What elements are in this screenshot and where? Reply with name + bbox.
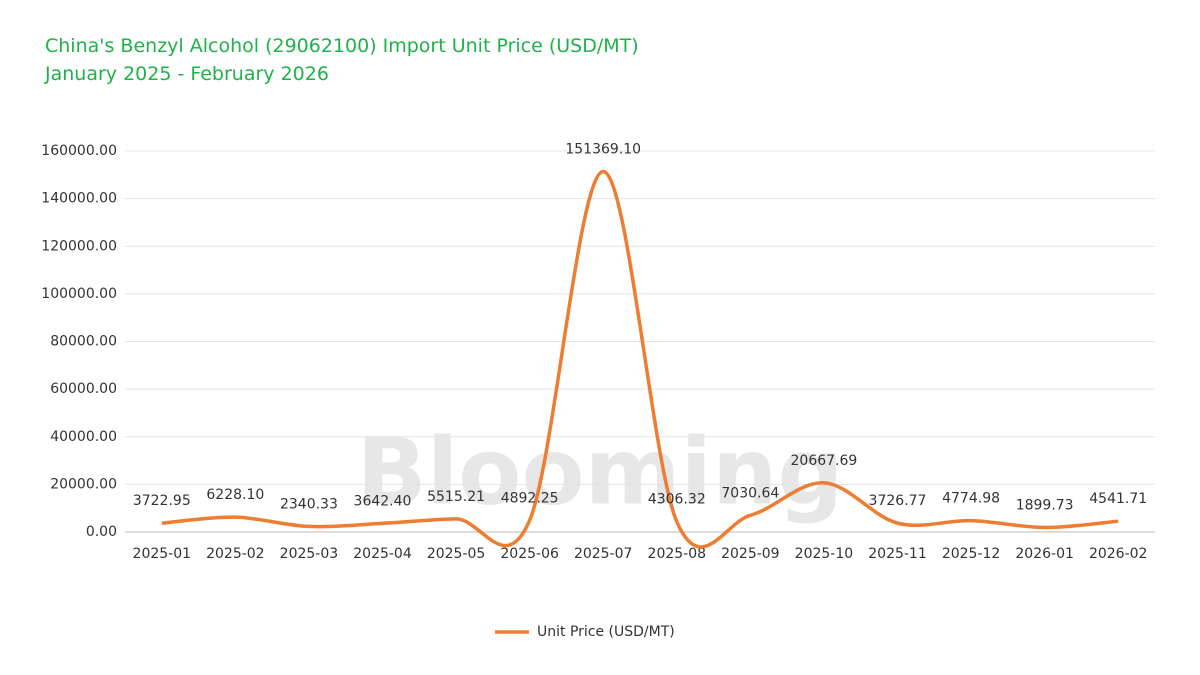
x-tick-label: 2026-01 <box>1015 546 1074 562</box>
y-tick-label: 120000.00 <box>41 238 117 254</box>
y-tick-label: 0.00 <box>86 524 117 540</box>
line <box>161 169 1119 549</box>
data-label: 1899.73 <box>1016 497 1074 513</box>
x-tick-label: 2026-02 <box>1089 546 1148 562</box>
y-tick-label: 40000.00 <box>50 429 117 445</box>
y-tick-label: 160000.00 <box>41 143 117 159</box>
data-label: 5515.21 <box>427 489 485 505</box>
data-label: 3722.95 <box>133 493 191 509</box>
data-label: 4774.98 <box>942 491 1000 507</box>
x-tick-label: 2025-01 <box>133 546 192 562</box>
y-tick-label: 100000.00 <box>41 286 117 302</box>
x-tick-label: 2025-02 <box>206 546 265 562</box>
x-tick-label: 2025-09 <box>721 546 780 562</box>
x-tick-label: 2025-10 <box>795 546 854 562</box>
x-tick-label: 2025-04 <box>353 546 412 562</box>
x-tick-label: 2025-12 <box>942 546 1001 562</box>
data-label: 6228.10 <box>206 487 264 503</box>
chart-title: China's Benzyl Alcohol (29062100) Import… <box>45 35 639 57</box>
data-label: 20667.69 <box>791 453 858 469</box>
data-label: 3726.77 <box>869 493 927 509</box>
data-label: 4892.25 <box>501 490 559 506</box>
watermark: Blooming <box>357 418 844 525</box>
data-label: 7030.64 <box>721 485 779 501</box>
y-tick-label: 60000.00 <box>50 381 117 397</box>
data-label: 4541.71 <box>1089 491 1147 507</box>
x-tick-label: 2025-07 <box>574 546 633 562</box>
data-label: 3642.40 <box>354 493 412 509</box>
data-label: 151369.10 <box>565 142 641 158</box>
x-tick-label: 2025-08 <box>648 546 707 562</box>
x-tick-label: 2025-03 <box>280 546 339 562</box>
data-label: 4306.32 <box>648 492 706 508</box>
data-label: 2340.33 <box>280 496 338 512</box>
legend-label: Unit Price (USD/MT) <box>537 624 675 640</box>
x-tick-label: 2025-06 <box>500 546 559 562</box>
x-tick-label: 2025-11 <box>868 546 927 562</box>
y-tick-label: 80000.00 <box>50 334 117 350</box>
chart-subtitle: January 2025 - February 2026 <box>44 63 329 85</box>
x-tick-label: 2025-05 <box>427 546 486 562</box>
y-tick-label: 20000.00 <box>50 476 117 492</box>
y-tick-label: 140000.00 <box>41 191 117 207</box>
